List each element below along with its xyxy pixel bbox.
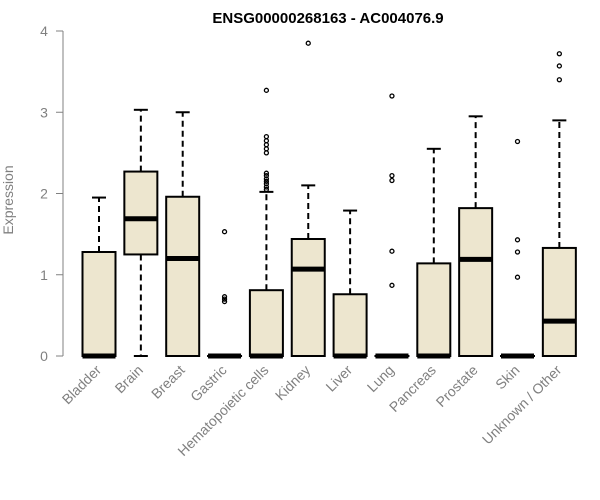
outlier-point — [556, 77, 562, 83]
outlier-point — [514, 237, 521, 243]
outlier-point — [263, 178, 270, 184]
x-tick-label: Breast — [148, 362, 188, 402]
box-iqr — [123, 170, 159, 256]
outlier-point — [263, 170, 270, 176]
outlier-point — [263, 146, 270, 152]
box-iqr — [416, 262, 452, 357]
outlier-point — [514, 249, 521, 255]
y-tick-label: 1 — [40, 267, 48, 283]
outlier-point — [514, 138, 521, 145]
outlier-point — [389, 93, 395, 99]
box-lung — [374, 93, 410, 359]
box-iqr — [248, 289, 284, 357]
box-gastric — [207, 229, 243, 359]
box-skin — [500, 138, 535, 359]
outlier-point — [263, 133, 270, 140]
outlier-point — [263, 186, 270, 193]
box-iqr — [290, 238, 326, 357]
outlier-point — [305, 40, 311, 46]
box-iqr — [165, 195, 201, 357]
outlier-point — [221, 229, 228, 235]
x-tick-label: Prostate — [433, 362, 481, 410]
box-bladder — [81, 196, 117, 359]
x-tick-label: Lung — [364, 362, 397, 395]
box-pancreas — [416, 147, 452, 359]
box-iqr — [332, 293, 368, 357]
outlier-point — [389, 248, 395, 254]
y-tick-label: 3 — [40, 104, 48, 120]
box-group — [81, 40, 577, 359]
x-tick-label: Skin — [492, 362, 523, 393]
box-hematopoietic-cells — [248, 87, 284, 359]
box-iqr — [81, 251, 117, 357]
outlier-point — [556, 63, 562, 69]
chart-title: ENSG00000268163 - AC004076.9 — [212, 10, 443, 27]
outlier-point — [263, 138, 270, 144]
outlier-point — [263, 150, 270, 156]
y-axis: 0 1 2 3 4 — [40, 23, 64, 364]
x-tick-label: Unknown / Other — [479, 362, 565, 448]
outlier-point — [556, 51, 562, 57]
outlier-point — [221, 298, 228, 305]
x-tick-label: Brain — [112, 362, 146, 396]
y-tick-label: 0 — [40, 348, 48, 364]
x-tick-label: Bladder — [59, 362, 105, 408]
box-kidney — [290, 40, 326, 357]
outlier-point — [221, 296, 228, 302]
box-liver — [332, 209, 368, 359]
box-brain — [123, 108, 159, 357]
y-axis-label: Expression — [0, 165, 16, 234]
outlier-point — [221, 294, 228, 300]
x-tick-label: Pancreas — [386, 362, 439, 415]
box-iqr — [458, 207, 494, 357]
outlier-point — [514, 274, 521, 280]
y-tick-label: 2 — [40, 186, 48, 202]
box-unknown-other — [541, 51, 577, 357]
x-tick-label: Kidney — [272, 362, 314, 404]
outlier-point — [263, 142, 270, 148]
box-breast — [165, 111, 201, 357]
outlier-point — [389, 282, 395, 288]
box-prostate — [458, 115, 494, 357]
outlier-point — [389, 177, 395, 184]
box-iqr — [541, 246, 577, 357]
outlier-point — [263, 172, 270, 179]
outlier-point — [389, 172, 395, 179]
outlier-point — [263, 184, 270, 190]
y-tick-label: 4 — [40, 23, 48, 39]
outlier-point — [263, 87, 270, 93]
x-tick-label: Liver — [322, 362, 355, 395]
outlier-point — [263, 176, 270, 182]
outlier-point — [263, 181, 270, 187]
